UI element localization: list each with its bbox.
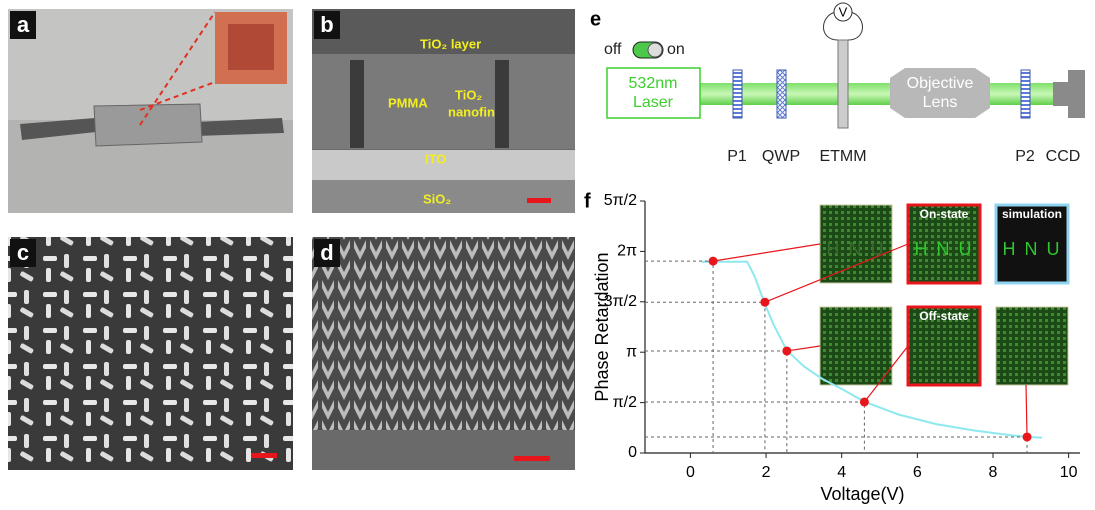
scale-bar [527, 198, 551, 203]
panel-label: f [584, 190, 591, 212]
zoom-line [139, 11, 216, 126]
x-tick-label: 8 [989, 464, 998, 481]
guide-line [645, 436, 1028, 453]
label-box [10, 239, 36, 267]
inset-image [995, 306, 1069, 386]
panel-label: b [320, 12, 333, 37]
y-tick-label: 0 [628, 444, 637, 461]
x-tick-label: 4 [837, 464, 846, 481]
connector [712, 243, 821, 262]
y-tick-label: 5π/2 [604, 192, 637, 209]
layer [312, 150, 575, 180]
data-point [760, 297, 770, 307]
scale-bar [514, 456, 550, 461]
label-box [314, 239, 340, 267]
inset-label: simulation [1002, 207, 1062, 221]
objective-lens [890, 68, 990, 118]
y-tick-label: 3π/2 [604, 293, 637, 310]
scale-bar [251, 453, 277, 458]
panel-a [8, 9, 293, 213]
connector [786, 345, 821, 352]
data-point [782, 346, 792, 356]
gap [350, 60, 364, 148]
panel-label: c [17, 240, 29, 265]
component-label: QWP [762, 148, 800, 165]
lens-label: Lens [923, 94, 958, 111]
lens-label: Objective [907, 75, 974, 92]
connector [764, 243, 909, 303]
laser-label: 532nm [629, 75, 678, 92]
polarizer [732, 69, 743, 119]
inset-image [819, 204, 893, 284]
layer-label: ITO [425, 151, 446, 166]
panel-b: TiO₂ layer PMMA TiO₂ nanofin ITO SiO₂ [312, 9, 575, 213]
substrate [312, 430, 575, 470]
x-tick-label: 6 [913, 464, 922, 481]
layer [312, 180, 575, 213]
laser [606, 67, 701, 119]
layer-label: TiO₂ layer [420, 36, 481, 51]
polarizer [1020, 69, 1031, 119]
connector [1025, 384, 1028, 437]
data-point [859, 397, 869, 407]
strap [20, 118, 284, 140]
component-label: ETMM [819, 148, 866, 165]
inset-label: Off-state [919, 309, 969, 323]
y-tick-label: π [626, 343, 637, 360]
switch-label: off [604, 41, 622, 58]
ccd [1053, 70, 1085, 118]
inset-image [994, 203, 1070, 285]
panel-label: d [320, 240, 333, 265]
sem-top-view [8, 237, 293, 470]
x-axis-label: Voltage(V) [820, 484, 904, 504]
quarter-wave-plate [776, 69, 787, 119]
y-tick-label: 2π [617, 243, 637, 260]
gap [495, 60, 509, 148]
label-box [10, 11, 36, 39]
inset-text: H N U [915, 239, 974, 259]
x-tick-label: 0 [686, 464, 695, 481]
y-tick-label: π/2 [613, 394, 637, 411]
layer-label: SiO₂ [423, 191, 451, 206]
guide-line [645, 401, 865, 453]
x-tick-label: 2 [762, 464, 771, 481]
curve [701, 260, 1043, 439]
component-label: CCD [1046, 148, 1081, 165]
inset-image [906, 305, 982, 387]
panel-e: off on 532nm Laser V Objective Lens P1 Q… [604, 2, 1085, 165]
zoom-pattern [228, 24, 274, 70]
guide-line [645, 301, 766, 453]
wire [823, 11, 863, 41]
layer-label: PMMA [388, 95, 428, 110]
device [93, 103, 203, 147]
inset-text: H N U [827, 239, 886, 259]
inset-image [819, 306, 893, 386]
panel-label: a [17, 12, 30, 37]
guide-line [645, 260, 714, 453]
connector [863, 345, 909, 403]
voltmeter-label: V [839, 4, 848, 19]
laser-beam [700, 83, 1055, 105]
panel-label: e [590, 8, 601, 30]
chart-f: 0 2 4 6 8 10 0 π/2 π 3π/2 2π 5π/2 Voltage(V) Phase Re… [592, 192, 1080, 504]
data-point [1022, 432, 1032, 442]
switch-label: on [667, 41, 685, 58]
inset-image [906, 203, 982, 285]
x-tick-label: 10 [1060, 464, 1078, 481]
switch-knob [647, 42, 663, 58]
voltmeter [833, 2, 853, 22]
etmm [837, 39, 849, 129]
label-box [314, 11, 340, 39]
inset-label: On-state [920, 207, 969, 221]
data-point [708, 256, 718, 266]
component-label: P2 [1015, 148, 1035, 165]
component-label: P1 [727, 148, 747, 165]
layer-label: TiO₂ [455, 87, 482, 102]
y-axis-label: Phase Retardation [592, 252, 612, 401]
layer [312, 9, 575, 54]
layer-label: nanofin [448, 104, 495, 119]
inset-text: H N U [1003, 239, 1062, 259]
laser-label: Laser [633, 94, 674, 111]
